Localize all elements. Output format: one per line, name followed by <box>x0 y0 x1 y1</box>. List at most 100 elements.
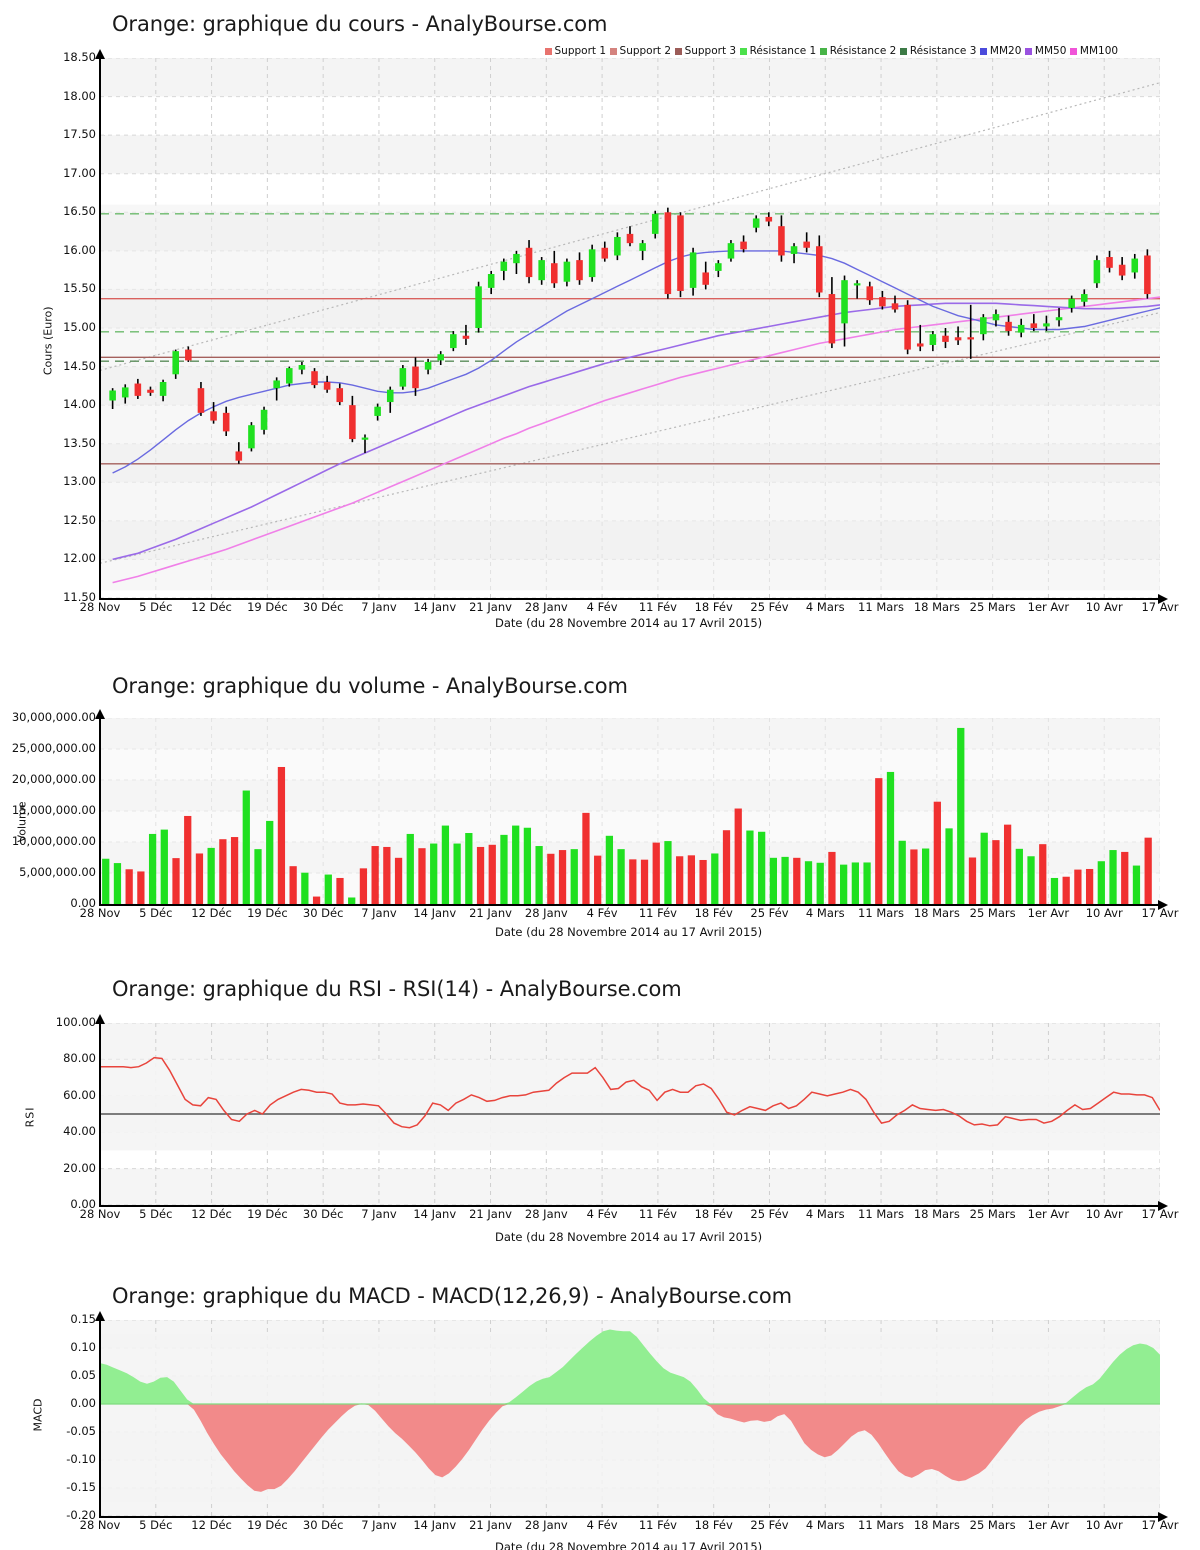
volume-bar <box>968 857 977 904</box>
x-tick-label: 14 Janv <box>413 906 457 920</box>
volume-bar <box>1132 865 1141 904</box>
y-tick-label: 0.00 <box>70 1396 96 1410</box>
x-tick-label: 18 Mars <box>913 600 960 614</box>
volume-bar <box>125 869 133 904</box>
volume-bar <box>816 862 824 904</box>
x-tick-label: 7 Janv <box>361 600 397 614</box>
price-chart-panel: Orange: graphique du cours - AnalyBourse… <box>0 0 1200 660</box>
x-tick-label: 21 Janv <box>469 1207 512 1221</box>
legend-item-r-sistance-3[interactable]: Résistance 3 <box>900 45 976 57</box>
price-plot-area[interactable] <box>100 58 1160 598</box>
x-tick-label: 30 Déc <box>302 600 344 614</box>
x-tick-label: 12 Déc <box>191 906 232 920</box>
volume-plot-area[interactable] <box>100 718 1160 904</box>
legend-swatch-icon <box>675 47 683 55</box>
x-tick-label: 10 Avr <box>1085 600 1123 614</box>
macd-plot-area[interactable] <box>100 1320 1160 1516</box>
volume-bar <box>500 834 508 904</box>
y-axis-arrow-icon <box>95 709 105 719</box>
x-tick-label: 19 Déc <box>247 906 288 920</box>
x-axis-line <box>99 1516 1158 1518</box>
volume-bar <box>605 835 614 904</box>
volume-bar <box>1062 876 1070 904</box>
legend-swatch-icon <box>610 47 618 55</box>
volume-bar <box>898 840 906 904</box>
x-tick-label: 12 Déc <box>191 1207 232 1221</box>
volume-bar <box>711 853 719 904</box>
volume-bar <box>453 843 461 904</box>
y-axis-line <box>99 1023 101 1205</box>
y-tick-label: 11.50 <box>63 590 96 604</box>
price-chart-legend: Support 1 Support 2 Support 3 Résistance 1 R… <box>545 45 1122 57</box>
volume-bar <box>758 831 766 904</box>
legend-item-r-sistance-1[interactable]: Résistance 1 <box>740 45 816 57</box>
rsi-plot-area[interactable] <box>100 1023 1160 1205</box>
volume-bar <box>324 874 332 904</box>
y-tick-label: 5,000,000.00 <box>19 865 96 879</box>
x-axis-arrow-icon <box>1158 1201 1168 1211</box>
legend-swatch-icon <box>900 47 908 55</box>
volume-bar <box>746 830 754 904</box>
volume-bar <box>629 859 637 904</box>
volume-bar <box>172 858 180 904</box>
x-tick-label: 5 Déc <box>139 1518 173 1532</box>
x-tick-label: 11 Mars <box>858 1207 905 1221</box>
volume-bar <box>1074 869 1082 904</box>
y-tick-label: 20.00 <box>63 1160 96 1175</box>
y-tick-label: 17.50 <box>63 127 96 142</box>
volume-bar <box>875 778 883 904</box>
x-tick-label: 4 Fév <box>586 1207 618 1221</box>
volume-bar <box>992 840 1000 904</box>
x-tick-label: 30 Déc <box>302 906 344 920</box>
volume-x-axis-label: Date (du 28 Novembre 2014 au 17 Avril 20… <box>495 925 763 939</box>
x-tick-label: 25 Mars <box>969 1518 1016 1532</box>
x-tick-label: 17 Avr <box>1141 906 1179 920</box>
volume-bar <box>840 864 848 904</box>
volume-bar <box>348 897 356 904</box>
x-tick-label: 7 Janv <box>361 1518 397 1532</box>
volume-bar <box>441 825 450 904</box>
x-tick-label: 28 Nov <box>79 906 121 920</box>
y-axis-line <box>99 1320 101 1516</box>
y-tick-label: 0.15 <box>70 1312 96 1326</box>
x-tick-label: 18 Mars <box>913 906 960 920</box>
y-axis-line <box>99 718 101 904</box>
x-tick-label: 4 Mars <box>805 1207 845 1221</box>
legend-item-support-2[interactable]: Support 2 <box>610 45 671 57</box>
legend-item-support-1[interactable]: Support 1 <box>545 45 606 57</box>
y-tick-label: 30,000,000.00 <box>11 710 96 724</box>
y-tick-label: 0.00 <box>70 1197 96 1211</box>
x-tick-label: 18 Fév <box>694 906 733 920</box>
volume-bar <box>933 801 941 904</box>
legend-item-mm50[interactable]: MM50 <box>1025 45 1066 57</box>
legend-item-mm100[interactable]: MM100 <box>1070 45 1118 57</box>
rsi-chart-title: Orange: graphique du RSI - RSI(14) - Ana… <box>112 977 682 1001</box>
legend-label: Résistance 3 <box>909 45 977 57</box>
volume-bar <box>570 849 578 904</box>
y-tick-label: 0.10 <box>70 1340 96 1354</box>
volume-bar <box>664 841 672 904</box>
x-tick-label: 11 Mars <box>858 906 905 920</box>
y-tick-label: 15.50 <box>63 281 96 296</box>
rsi-chart-panel: Orange: graphique du RSI - RSI(14) - Ana… <box>0 965 1200 1270</box>
volume-bar <box>465 833 473 904</box>
x-tick-label: 28 Nov <box>79 600 121 614</box>
x-tick-label: 18 Fév <box>694 1207 733 1221</box>
volume-bar <box>687 855 696 904</box>
macd-chart-panel: Orange: graphique du MACD - MACD(12,26,9… <box>0 1270 1200 1550</box>
x-tick-label: 5 Déc <box>139 906 173 920</box>
x-tick-label: 19 Déc <box>247 1207 288 1221</box>
x-tick-label: 18 Fév <box>694 1518 733 1532</box>
x-tick-label: 4 Fév <box>586 906 618 920</box>
legend-item-r-sistance-2[interactable]: Résistance 2 <box>820 45 896 57</box>
volume-bar <box>266 820 274 904</box>
x-tick-label: 21 Janv <box>469 1518 512 1532</box>
legend-item-support-3[interactable]: Support 3 <box>675 45 736 57</box>
x-tick-label: 28 Nov <box>79 1207 121 1221</box>
x-tick-label: 1er Avr <box>1027 600 1070 614</box>
rsi-x-axis-label: Date (du 28 Novembre 2014 au 17 Avril 20… <box>495 1230 763 1244</box>
y-tick-label: 16.50 <box>63 204 96 219</box>
y-axis-arrow-icon <box>95 1311 105 1321</box>
legend-item-mm20[interactable]: MM20 <box>980 45 1021 57</box>
